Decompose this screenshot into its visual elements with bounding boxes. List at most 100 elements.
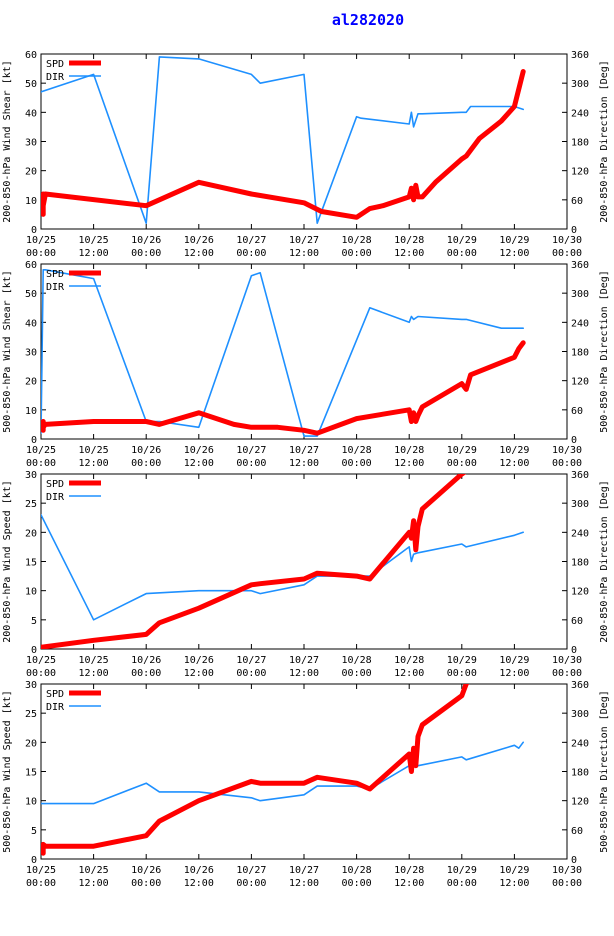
- x-tick-label-date: 10/26: [131, 235, 161, 246]
- x-tick-label-time: 00:00: [236, 248, 266, 259]
- y-tick-label: 20: [25, 167, 37, 178]
- series-line-spd: [41, 340, 526, 436]
- x-tick-label-date: 10/28: [394, 655, 424, 666]
- x-tick-label-time: 00:00: [236, 668, 266, 679]
- y2-tick-label: 240: [571, 738, 589, 749]
- y-axis-label: 200-850-hPa Wind Shear [kt]: [2, 60, 13, 223]
- y-tick-label: 30: [25, 470, 37, 481]
- y-axis-label: 500-850-hPa Wind Shear [kt]: [2, 270, 13, 433]
- x-tick-label-time: 12:00: [499, 878, 529, 889]
- x-tick-label-time: 12:00: [499, 458, 529, 469]
- y-tick-label: 0: [31, 645, 37, 656]
- y-tick-label: 0: [31, 855, 37, 866]
- x-tick-label-time: 12:00: [79, 458, 109, 469]
- x-tick-label-date: 10/28: [342, 235, 372, 246]
- y2-tick-label: 300: [571, 709, 589, 720]
- x-tick-label-time: 12:00: [184, 878, 214, 889]
- series-line-dir: [41, 56, 525, 224]
- legend-label-spd: SPD: [46, 59, 64, 70]
- x-tick-label-date: 10/26: [184, 655, 214, 666]
- y-tick-label: 20: [25, 528, 37, 539]
- x-tick-label-date: 10/25: [79, 445, 109, 456]
- y-tick-label: 25: [25, 709, 37, 720]
- x-tick-label-date: 10/25: [79, 655, 109, 666]
- y2-tick-label: 0: [571, 435, 577, 446]
- y2-tick-label: 0: [571, 855, 577, 866]
- x-tick-label-time: 00:00: [26, 668, 56, 679]
- y2-tick-label: 240: [571, 108, 589, 119]
- plot-frame: [40, 473, 568, 650]
- y-tick-label: 50: [25, 79, 37, 90]
- x-tick-label-date: 10/26: [131, 655, 161, 666]
- y-tick-label: 60: [25, 260, 37, 271]
- x-tick-label-date: 10/25: [79, 235, 109, 246]
- x-tick-label-date: 10/27: [289, 865, 319, 876]
- y2-tick-label: 120: [571, 377, 589, 388]
- legend-label-spd: SPD: [46, 479, 64, 490]
- x-tick-label-time: 00:00: [131, 458, 161, 469]
- x-tick-label-date: 10/28: [394, 865, 424, 876]
- x-tick-label-date: 10/28: [394, 235, 424, 246]
- y-tick-label: 25: [25, 499, 37, 510]
- y-tick-label: 30: [25, 138, 37, 149]
- x-tick-label-time: 00:00: [131, 668, 161, 679]
- x-tick-label-date: 10/28: [394, 445, 424, 456]
- y-tick-label: 10: [25, 406, 37, 417]
- x-tick-label-date: 10/27: [289, 235, 319, 246]
- x-tick-label-time: 00:00: [552, 878, 582, 889]
- x-tick-label-time: 00:00: [236, 878, 266, 889]
- chart-panel-1: 10/25 00:00 10/25 12:00 10/26 00:00 10/26 12:00…: [2, 50, 610, 259]
- x-tick-label-time: 12:00: [79, 668, 109, 679]
- series-group: [41, 474, 525, 649]
- x-tick-label-time: 12:00: [394, 878, 424, 889]
- y-tick-label: 15: [25, 558, 37, 569]
- y-tick-label: 30: [25, 680, 37, 691]
- y2-axis-label: 500-850-hPa Direction [Deg]: [599, 270, 610, 433]
- x-tick-label-time: 12:00: [289, 878, 319, 889]
- x-tick-label-date: 10/25: [26, 445, 56, 456]
- x-tick-label-date: 10/25: [26, 655, 56, 666]
- y2-tick-label: 180: [571, 768, 589, 779]
- y2-tick-label: 360: [571, 50, 589, 61]
- x-tick-label-time: 12:00: [289, 248, 319, 259]
- x-tick-label-date: 10/27: [236, 445, 266, 456]
- series-line-spd: [41, 474, 467, 649]
- x-tick-label-date: 10/27: [236, 235, 266, 246]
- y2-tick-label: 120: [571, 587, 589, 598]
- legend: SPD DIR: [46, 59, 101, 83]
- x-tick-label-time: 00:00: [447, 878, 477, 889]
- y-axis-label: 500-850-hPa Wind Speed [kt]: [2, 690, 13, 853]
- x-tick-label-date: 10/29: [447, 655, 477, 666]
- x-tick-label-date: 10/29: [499, 235, 529, 246]
- y2-tick-label: 0: [571, 225, 577, 236]
- x-tick-label-time: 00:00: [131, 878, 161, 889]
- x-tick-label-time: 00:00: [342, 668, 372, 679]
- x-tick-label-time: 12:00: [499, 248, 529, 259]
- chart-panel-2: 10/25 00:00 10/25 12:00 10/26 00:00 10/26 12:00…: [2, 260, 610, 469]
- x-tick-label-date: 10/25: [79, 865, 109, 876]
- series-line-dir: [41, 741, 525, 805]
- chart-panel-3: 10/25 00:00 10/25 12:00 10/26 00:00 10/26 12:00…: [2, 470, 610, 679]
- y-tick-label: 0: [31, 225, 37, 236]
- y2-tick-label: 60: [571, 406, 583, 417]
- x-tick-label-time: 12:00: [289, 668, 319, 679]
- y2-axis-label: 200-850-hPa Direction [Deg]: [599, 480, 610, 643]
- figure-title: al282020: [332, 11, 404, 29]
- x-tick-label-time: 12:00: [499, 668, 529, 679]
- x-tick-label-date: 10/30: [552, 445, 582, 456]
- y2-tick-label: 120: [571, 167, 589, 178]
- y-tick-label: 30: [25, 348, 37, 359]
- x-tick-label-time: 12:00: [394, 668, 424, 679]
- x-tick-label-date: 10/28: [342, 865, 372, 876]
- x-tick-label-date: 10/27: [289, 445, 319, 456]
- x-tick-label-time: 12:00: [184, 458, 214, 469]
- legend-label-dir: DIR: [46, 282, 65, 293]
- y-tick-label: 10: [25, 587, 37, 598]
- legend: SPD DIR: [46, 479, 101, 503]
- series-group: [41, 56, 526, 224]
- y-tick-label: 15: [25, 768, 37, 779]
- y-tick-label: 5: [31, 826, 37, 837]
- y-tick-label: 60: [25, 50, 37, 61]
- legend-label-spd: SPD: [46, 269, 64, 280]
